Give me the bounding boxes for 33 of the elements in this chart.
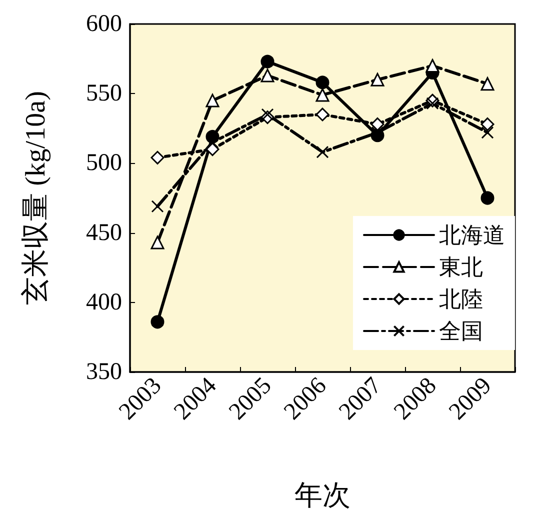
point [316,88,330,102]
point [151,200,164,213]
point [150,315,164,329]
point [150,150,164,164]
y-axis-title: 玄米収量 (kg/10a) [20,91,52,305]
legend-label: 東北 [439,254,483,280]
point [480,117,494,131]
point [370,117,384,131]
point [426,59,440,73]
point [260,68,274,82]
legend-label: 北海道 [439,222,505,248]
legend-label: 全国 [439,318,483,344]
point [260,54,274,68]
point [261,108,274,121]
y-tick-label: 500 [86,150,122,176]
point [206,94,220,108]
point [370,72,384,86]
legend-label: 北陸 [439,286,483,312]
y-tick-label: 400 [86,289,122,316]
point [316,76,330,90]
y-tick-label: 600 [86,11,122,37]
point [150,236,164,250]
y-tick-label: 350 [86,359,122,385]
point [206,142,220,156]
point [480,77,494,91]
y-tick-label: 450 [86,220,122,246]
point [316,108,330,122]
point [316,146,329,158]
point [481,126,494,139]
x-axis-title: 年次 [294,480,350,512]
y-tick-label: 550 [86,80,122,107]
point [426,97,439,110]
point [480,191,494,205]
